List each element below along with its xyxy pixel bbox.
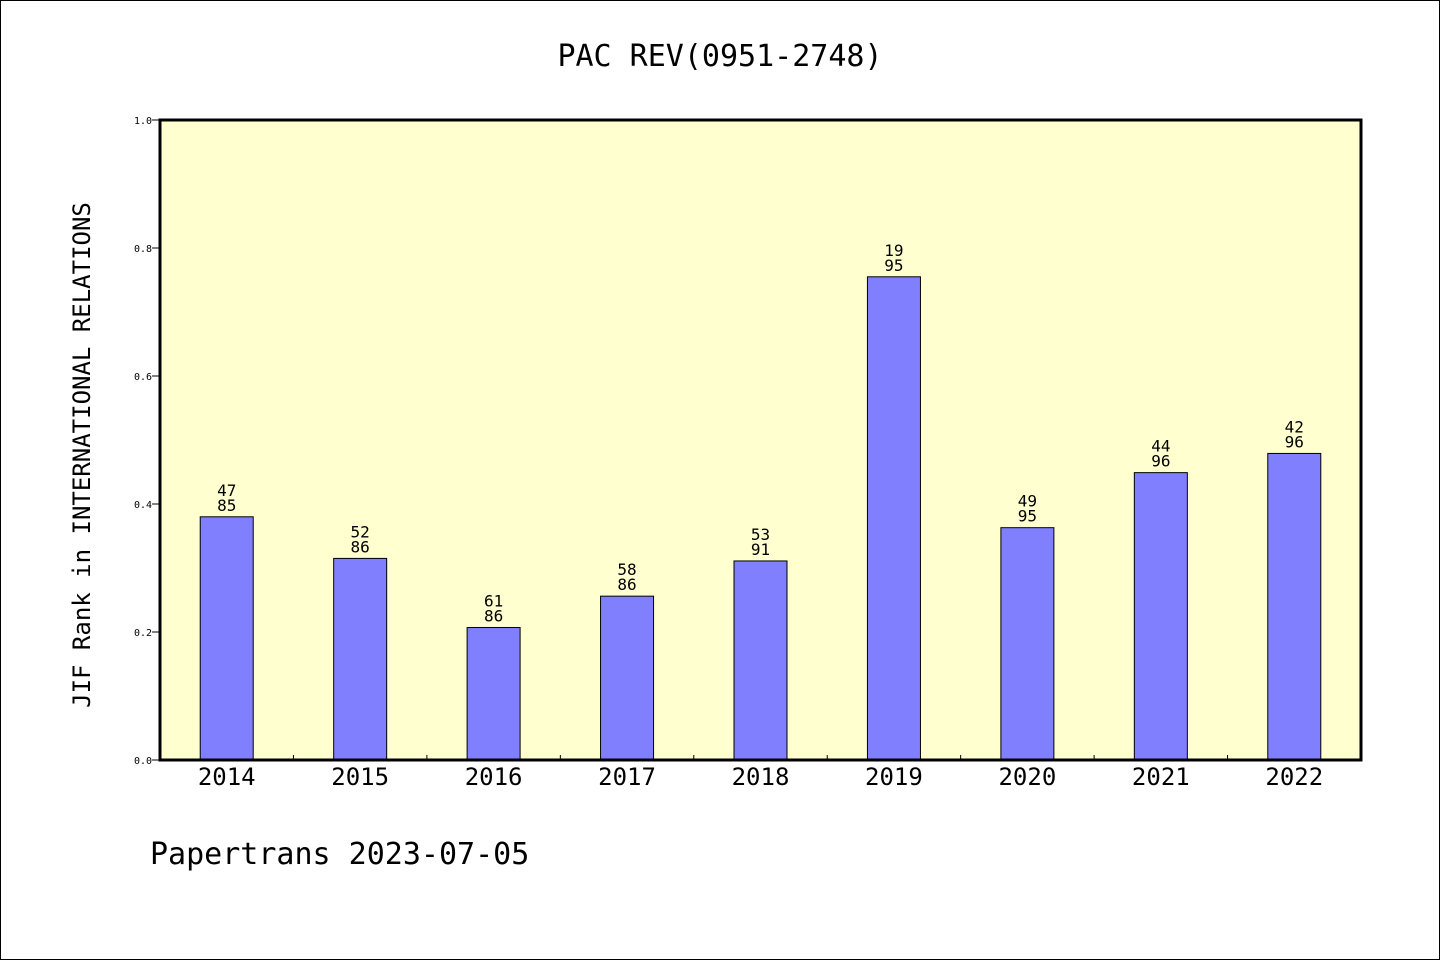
x-tick-label: 2014 [198,763,256,791]
bar-label-rank: 44 [1151,437,1170,456]
bar-label-rank: 58 [617,560,636,579]
bar-2018 [733,560,788,761]
x-tick-label: 2018 [732,763,790,791]
x-tick-label: 2019 [865,763,923,791]
y-tick-label: 0.4 [134,500,152,511]
y-tick-label: 0.6 [134,372,152,383]
bar-2020 [1000,527,1055,761]
bar-2015 [333,557,388,761]
bar-label-total: 95 [1018,507,1037,526]
bar-2022 [1267,452,1322,761]
bar-label-total: 86 [351,537,370,556]
x-axis: 2014 2015 2016 2017 2018 2019 2020 2021 2022 [198,755,1323,791]
bar-label-rank: 61 [484,592,503,611]
bar-2017 [600,595,655,761]
x-tick-label: 2021 [1132,763,1190,791]
bar-label-total: 95 [884,256,903,275]
bar-label-total: 86 [617,575,636,594]
plot-border [158,118,1363,762]
y-axis-label: JIF Rank in INTERNATIONAL RELATIONS [68,202,96,708]
y-tick-label: 1.0 [134,116,152,127]
x-tick-label: 2016 [465,763,523,791]
bar-label-rank: 19 [884,241,903,260]
bar-2021 [1133,472,1188,761]
bar-label-total: 86 [484,607,503,626]
chart-title: PAC REV(0951-2748) [557,39,882,74]
bar-label-total: 96 [1285,432,1304,451]
bar-2019 [866,276,921,761]
x-tick-label: 2020 [998,763,1056,791]
bar-label-total: 91 [751,540,770,559]
x-tick-label: 2022 [1265,763,1323,791]
bar-label-rank: 42 [1285,417,1304,436]
y-axis: 0.0 0.2 0.4 0.6 0.8 1.0 [134,116,160,767]
bar-label-rank: 47 [217,481,236,500]
x-tick-label: 2017 [598,763,656,791]
bar-2016 [466,627,521,761]
footer-note: Papertrans 2023-07-05 [150,837,529,872]
bar-label-rank: 49 [1018,492,1037,511]
y-tick-label: 0.2 [134,628,152,639]
bar-label-total: 85 [217,496,236,515]
bar-label-total: 96 [1151,452,1170,471]
bar-label-rank: 52 [351,522,370,541]
y-tick-label: 0.8 [134,244,152,255]
x-tick-label: 2015 [331,763,389,791]
y-tick-label: 0.0 [134,756,152,767]
bar-2014 [199,516,254,761]
bar-label-rank: 53 [751,525,770,544]
